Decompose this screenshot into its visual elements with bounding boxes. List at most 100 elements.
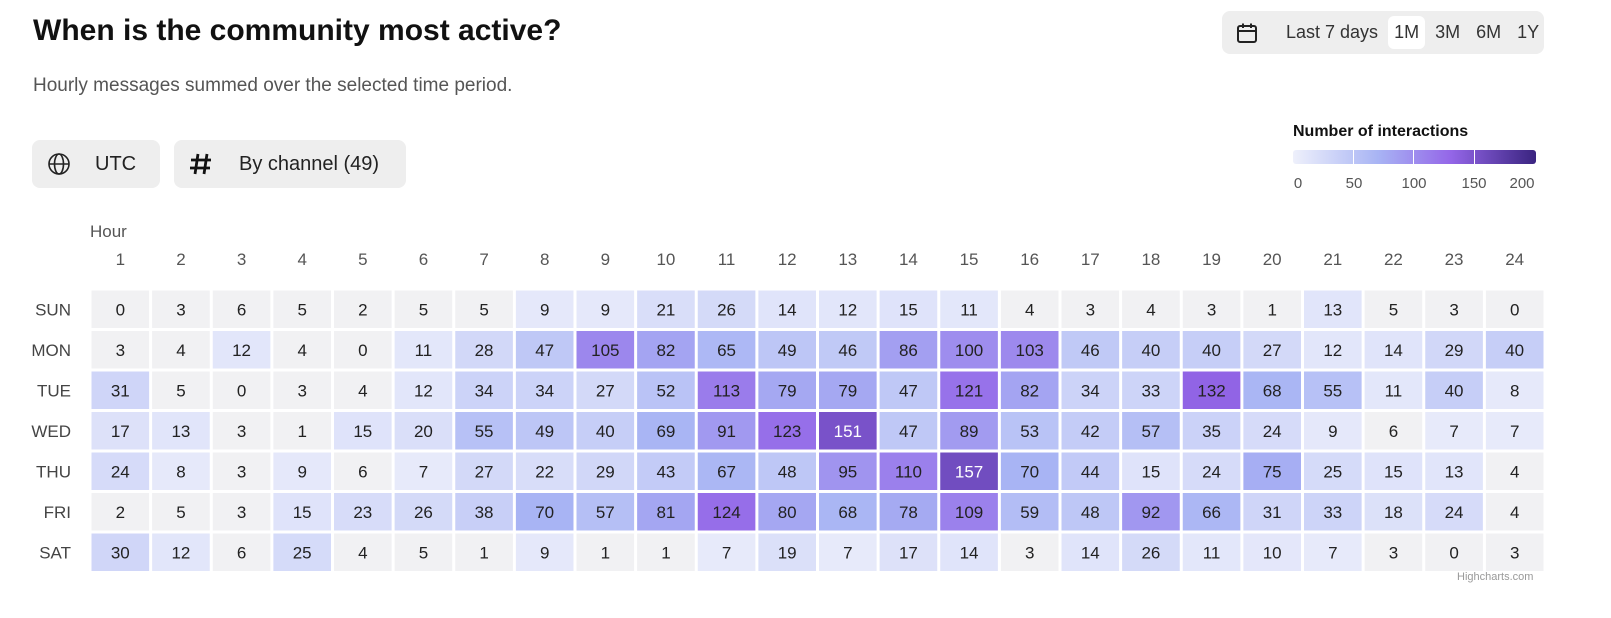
heatmap-cell[interactable]	[212, 452, 271, 491]
heatmap-cell[interactable]	[637, 493, 695, 531]
heatmap-cell[interactable]	[697, 412, 756, 450]
calendar-icon[interactable]	[1236, 22, 1258, 44]
heatmap-cell[interactable]	[515, 412, 574, 450]
heatmap-cell[interactable]	[1061, 533, 1120, 572]
heatmap-cell[interactable]	[576, 493, 635, 531]
heatmap-cell[interactable]	[1182, 371, 1241, 410]
heatmap-cell[interactable]	[394, 533, 453, 572]
range-6m-button[interactable]: 6M	[1476, 22, 1502, 42]
heatmap-cell[interactable]	[1304, 290, 1362, 329]
heatmap-cell[interactable]	[394, 331, 453, 369]
heatmap-cell[interactable]	[212, 533, 271, 572]
heatmap-cell[interactable]	[1122, 493, 1180, 531]
heatmap-cell[interactable]	[91, 412, 150, 450]
heatmap-cell[interactable]	[879, 533, 938, 572]
heatmap-cell[interactable]	[1364, 412, 1423, 450]
heatmap-cell[interactable]	[1425, 452, 1483, 491]
heatmap-cell[interactable]	[1182, 533, 1241, 572]
heatmap-cell[interactable]	[212, 371, 271, 410]
heatmap-cell[interactable]	[334, 452, 392, 491]
heatmap-cell[interactable]	[758, 290, 816, 329]
heatmap-cell[interactable]	[1122, 412, 1180, 450]
heatmap-cell[interactable]	[91, 371, 150, 410]
heatmap-cell[interactable]	[940, 452, 998, 491]
heatmap-cell[interactable]	[455, 331, 513, 369]
heatmap-cell[interactable]	[697, 371, 756, 410]
heatmap-cell[interactable]	[1182, 412, 1241, 450]
heatmap-cell[interactable]	[212, 412, 271, 450]
heatmap-cell[interactable]	[1122, 452, 1180, 491]
heatmap-cell[interactable]	[1061, 371, 1120, 410]
heatmap-cell[interactable]	[819, 290, 877, 329]
heatmap-cell[interactable]	[1485, 290, 1544, 329]
heatmap-cell[interactable]	[758, 331, 816, 369]
heatmap-cell[interactable]	[1364, 331, 1423, 369]
heatmap-cell[interactable]	[91, 533, 150, 572]
heatmap-cell[interactable]	[637, 452, 695, 491]
heatmap-cell[interactable]	[152, 371, 210, 410]
heatmap-cell[interactable]	[1364, 533, 1423, 572]
heatmap-cell[interactable]	[91, 452, 150, 491]
timezone-button[interactable]: UTC	[32, 140, 160, 188]
heatmap-cell[interactable]	[819, 533, 877, 572]
heatmap-cell[interactable]	[1243, 452, 1301, 491]
heatmap-cell[interactable]	[1000, 493, 1059, 531]
heatmap-cell[interactable]	[152, 412, 210, 450]
heatmap-cell[interactable]	[697, 533, 756, 572]
heatmap-cell[interactable]	[940, 493, 998, 531]
heatmap-cell[interactable]	[1425, 331, 1483, 369]
heatmap-cell[interactable]	[879, 452, 938, 491]
heatmap-cell[interactable]	[1122, 331, 1180, 369]
heatmap-cell[interactable]	[394, 371, 453, 410]
heatmap-cell[interactable]	[515, 331, 574, 369]
heatmap-cell[interactable]	[455, 533, 513, 572]
heatmap-cell[interactable]	[1304, 371, 1362, 410]
heatmap-cell[interactable]	[758, 412, 816, 450]
heatmap-cell[interactable]	[515, 290, 574, 329]
heatmap-cell[interactable]	[1304, 493, 1362, 531]
heatmap-cell[interactable]	[455, 493, 513, 531]
heatmap-cell[interactable]	[940, 533, 998, 572]
heatmap-cell[interactable]	[1000, 533, 1059, 572]
heatmap-cell[interactable]	[697, 493, 756, 531]
heatmap-cell[interactable]	[1425, 371, 1483, 410]
heatmap-cell[interactable]	[394, 412, 453, 450]
heatmap-cell[interactable]	[637, 290, 695, 329]
heatmap-cell[interactable]	[91, 331, 150, 369]
heatmap-cell[interactable]	[1061, 290, 1120, 329]
heatmap-cell[interactable]	[91, 493, 150, 531]
heatmap-cell[interactable]	[1061, 452, 1120, 491]
heatmap-cell[interactable]	[1061, 331, 1120, 369]
heatmap-cell[interactable]	[637, 371, 695, 410]
heatmap-cell[interactable]	[1304, 331, 1362, 369]
heatmap-cell[interactable]	[1000, 371, 1059, 410]
heatmap-cell[interactable]	[1425, 412, 1483, 450]
heatmap-cell[interactable]	[1182, 452, 1241, 491]
heatmap-cell[interactable]	[1061, 412, 1120, 450]
heatmap-cell[interactable]	[1304, 533, 1362, 572]
heatmap-cell[interactable]	[1243, 412, 1301, 450]
heatmap-cell[interactable]	[1485, 452, 1544, 491]
heatmap-cell[interactable]	[758, 371, 816, 410]
heatmap-cell[interactable]	[455, 371, 513, 410]
heatmap-cell[interactable]	[697, 290, 756, 329]
range-last-7-days-button[interactable]: Last 7 days	[1286, 22, 1379, 42]
heatmap-cell[interactable]	[212, 493, 271, 531]
heatmap-cell[interactable]	[1000, 412, 1059, 450]
heatmap-cell[interactable]	[1061, 493, 1120, 531]
heatmap-cell[interactable]	[1364, 452, 1423, 491]
heatmap-cell[interactable]	[940, 290, 998, 329]
heatmap-cell[interactable]	[1122, 290, 1180, 329]
heatmap-cell[interactable]	[576, 331, 635, 369]
heatmap-cell[interactable]	[819, 371, 877, 410]
heatmap-cell[interactable]	[1425, 533, 1483, 572]
heatmap-cell[interactable]	[576, 371, 635, 410]
heatmap-cell[interactable]	[576, 412, 635, 450]
heatmap-cell[interactable]	[515, 452, 574, 491]
heatmap-cell[interactable]	[879, 290, 938, 329]
heatmap-cell[interactable]	[1485, 412, 1544, 450]
heatmap-cell[interactable]	[940, 412, 998, 450]
heatmap-cell[interactable]	[637, 412, 695, 450]
range-1m-button[interactable]: 1M	[1388, 16, 1426, 49]
heatmap-cell[interactable]	[1243, 493, 1301, 531]
